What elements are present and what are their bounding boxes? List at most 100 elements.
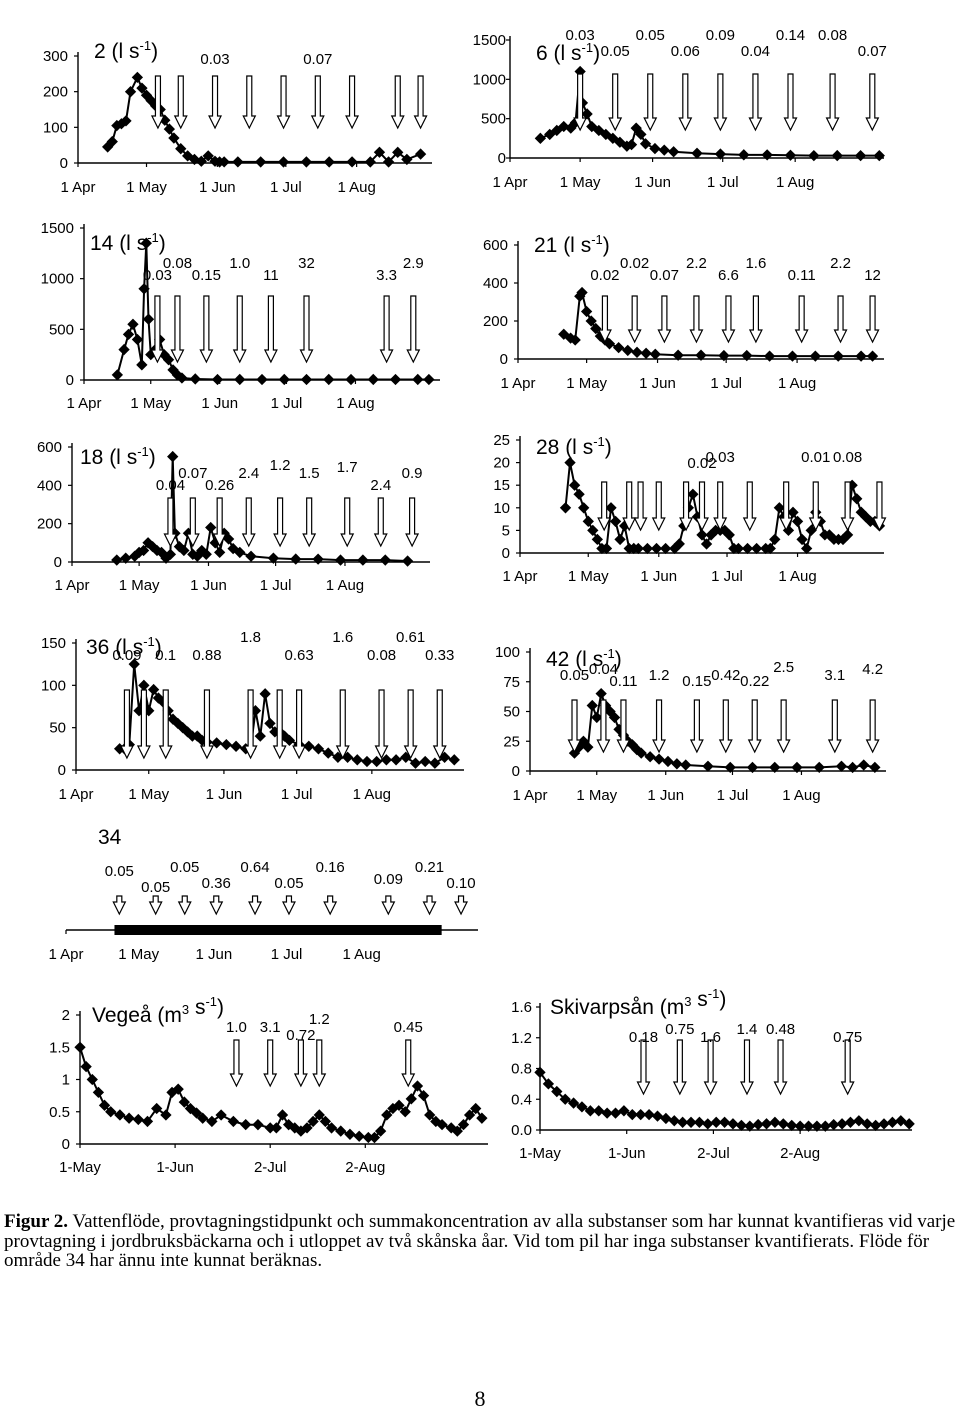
y-tick-label: 1000 [473, 71, 506, 88]
data-point [301, 1122, 313, 1134]
data-point [334, 554, 347, 566]
data-point [111, 554, 123, 566]
y-tick-label: 500 [49, 321, 74, 338]
y-tick-label: 500 [481, 111, 506, 128]
data-point [643, 1108, 655, 1121]
x-tick-label: 1 Jul [717, 787, 749, 804]
data-point [323, 156, 335, 168]
sampling-arrow [652, 699, 667, 754]
sampling-arrow [212, 497, 227, 548]
data-point [80, 1060, 92, 1073]
y-tick-label: 0 [60, 155, 68, 172]
chart-panel-9: 1 Apr 1 May 1 Jun 1 Jul 1 Aug340.050.050.050… [48, 826, 478, 963]
data-point [147, 683, 160, 696]
data-point [649, 348, 661, 360]
concentration-label: 0.18 [629, 1029, 658, 1046]
concentration-label: 4.2 [862, 661, 883, 678]
data-point [631, 346, 643, 358]
data-point [252, 1119, 264, 1131]
x-tick-label: 1 Aug [326, 577, 364, 594]
data-point [693, 1116, 706, 1128]
y-tick-label: 0 [62, 1136, 70, 1153]
y-tick-label: 25 [493, 432, 510, 449]
x-tick-label: 1 Jul [281, 786, 313, 803]
sampling-arrow [276, 75, 291, 130]
x-tick-label: 1 May [576, 787, 617, 804]
data-point [123, 1112, 135, 1124]
sampling-arrow [243, 689, 258, 760]
y-tick-label: 10 [493, 500, 510, 517]
concentration-label: 0.05 [636, 27, 665, 44]
sampling-arrow [299, 295, 314, 364]
data-point [608, 711, 621, 724]
data-point [769, 1116, 781, 1128]
chart-panel-6: 0 5 10 15 20 25 1 Apr 1 May 1 Jun 1 Jul 1 Aug 28 (l… [493, 432, 887, 585]
sampling-arrow [302, 497, 317, 548]
data-point [230, 740, 242, 752]
y-tick-label: 0 [498, 150, 506, 167]
sampling-arrow [597, 295, 612, 344]
sampling-arrow [405, 497, 420, 548]
data-point [700, 538, 713, 550]
sampling-arrow [163, 497, 178, 548]
sampling-arrow [150, 75, 165, 130]
concentration-label: 2.9 [403, 255, 424, 272]
x-tick-label: 1 Jun [640, 568, 677, 585]
data-point [567, 1097, 580, 1109]
x-tick-label: 1 Jun [201, 395, 238, 412]
data-point [312, 743, 325, 755]
data-point [787, 506, 799, 518]
sampling-arrow [713, 73, 728, 132]
concentration-label: 0.75 [665, 1021, 694, 1038]
concentration-label: 0.22 [740, 673, 769, 690]
x-tick-label: 1 May [568, 568, 609, 585]
concentration-label: 3.1 [260, 1019, 281, 1036]
sampling-arrow [616, 699, 631, 754]
data-point [277, 156, 290, 168]
data-point [568, 479, 581, 491]
data-point [582, 741, 594, 753]
data-point [609, 515, 622, 528]
sampling-arrow [323, 895, 338, 916]
data-point [641, 542, 654, 555]
data-point [138, 679, 150, 691]
data-point [92, 1086, 105, 1099]
concentration-label: 1.2 [309, 1011, 330, 1028]
data-point [168, 132, 180, 144]
concentration-label: 0.75 [833, 1029, 862, 1046]
data-point [844, 1116, 857, 1128]
data-point [390, 754, 402, 766]
y-tick-label: 200 [37, 516, 62, 533]
x-tick-label: 2-Jul [697, 1145, 730, 1162]
sampling-arrow [773, 1039, 788, 1096]
concentration-label: 0.07 [858, 43, 887, 60]
data-point [696, 529, 708, 541]
concentration-label: 0.36 [202, 875, 231, 892]
y-tick-label: 2 [62, 1007, 70, 1024]
data-point [873, 149, 885, 162]
data-point [205, 521, 217, 534]
concentration-label: 0.08 [163, 255, 192, 272]
panel-title-1: 2 (l s-1) [94, 38, 158, 63]
data-point [886, 1116, 899, 1128]
data-point [276, 1109, 289, 1121]
data-point [551, 1085, 563, 1098]
sampling-arrow [199, 689, 214, 760]
sampling-arrow [173, 75, 188, 130]
x-tick-label: 1 Jul [270, 179, 302, 196]
concentration-label: 0.07 [303, 51, 332, 68]
y-tick-label: 50 [49, 720, 66, 737]
x-tick-label: 1 Jun [639, 375, 676, 392]
sampling-arrow [872, 481, 887, 532]
sampling-arrow [185, 497, 200, 548]
x-tick-label: 1 Apr [502, 568, 537, 585]
data-point [650, 542, 663, 555]
data-point [784, 149, 797, 161]
data-point [578, 502, 590, 514]
data-point [256, 373, 268, 386]
data-point [585, 315, 597, 327]
chart-panel-3: 0 500 1000 1500 1 Apr 1 May 1 Jun 1 Jul 1 Aug 14 … [41, 220, 440, 412]
concentration-label: 0.09 [112, 647, 141, 664]
data-point [644, 751, 656, 763]
sampling-arrow [840, 1039, 855, 1096]
